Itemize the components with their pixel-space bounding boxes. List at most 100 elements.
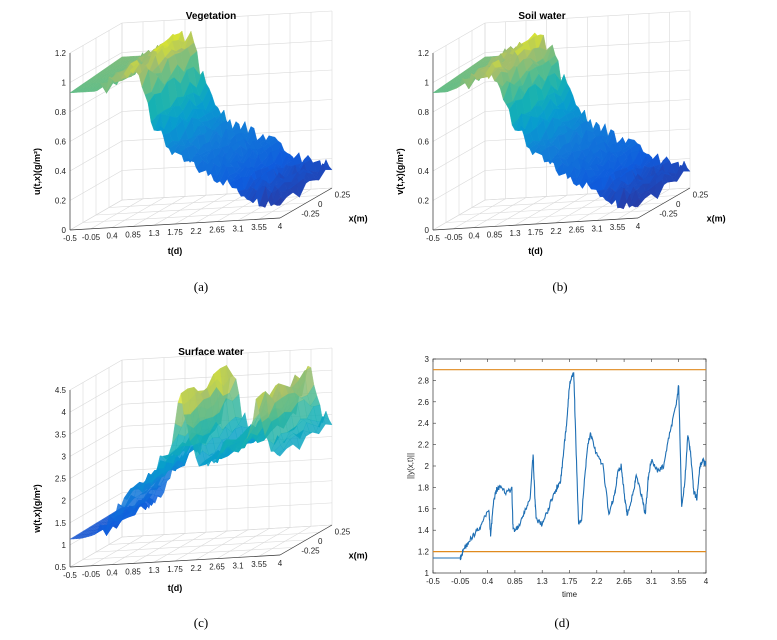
x-tick-label: -0.05 bbox=[451, 577, 470, 586]
z-tick-label: 0.4 bbox=[418, 167, 430, 176]
x-tick-label: 0 bbox=[676, 200, 681, 209]
y-tick-label: 1 bbox=[425, 569, 430, 578]
t-tick-label: 3.1 bbox=[232, 561, 244, 570]
t-tick-label: 0.4 bbox=[106, 569, 118, 578]
t-tick-label: -0.5 bbox=[426, 234, 440, 243]
y-tick-label: 1.8 bbox=[418, 483, 430, 492]
surface-facet bbox=[276, 197, 287, 206]
surface-facet bbox=[276, 448, 288, 457]
panel-caption: (a) bbox=[194, 279, 208, 294]
y-tick-label: 1.2 bbox=[418, 548, 430, 557]
z-tick-label: 0.2 bbox=[418, 197, 430, 206]
z-axis-label: v(t,x)(g/m²) bbox=[395, 148, 405, 195]
x-tick-label: -0.25 bbox=[301, 210, 320, 219]
surface-facet bbox=[634, 198, 645, 208]
x-tick-label: 2.65 bbox=[616, 577, 632, 586]
panel-d-norm-line-chart: 1 1.2 1.4 1.6 1.8 2 2.2 2.4 2.6 2.8 3 -0.5 -0.05 0.4 0… bbox=[406, 355, 709, 630]
x-axis-line bbox=[279, 187, 333, 219]
t-tick-label: -0.5 bbox=[63, 234, 77, 243]
z-tick-label: 3 bbox=[62, 452, 67, 461]
t-tick-label: 1.3 bbox=[509, 229, 521, 238]
x-tick-label: 0.25 bbox=[693, 190, 709, 199]
z-tick-label: 2.5 bbox=[55, 475, 67, 484]
t-tick-label: -0.05 bbox=[82, 233, 101, 242]
t-tick-label: 2.2 bbox=[190, 227, 202, 236]
x-tick-label: 3.55 bbox=[671, 577, 687, 586]
x-tick-label: 0.4 bbox=[482, 577, 494, 586]
t-tick-label: 0.4 bbox=[468, 232, 480, 241]
x-tick-label: 1.75 bbox=[562, 577, 578, 586]
t-tick-label: 3.55 bbox=[610, 223, 626, 232]
z-tick-label: 0.6 bbox=[418, 138, 430, 147]
y-tick-label: 1.4 bbox=[418, 526, 430, 535]
y-tick-label: 3 bbox=[425, 355, 430, 364]
x-axis-line bbox=[637, 187, 691, 219]
x-tick-label: 2.2 bbox=[591, 577, 603, 586]
x-tick-label: -0.5 bbox=[426, 577, 440, 586]
t-tick-label: 2.65 bbox=[209, 226, 225, 235]
z-tick-label: 0.8 bbox=[55, 108, 67, 117]
y-tick-label: 2 bbox=[425, 462, 430, 471]
series-line-norm bbox=[433, 372, 707, 561]
panel-title: Soil water bbox=[518, 11, 565, 22]
t-tick-label: 1.3 bbox=[148, 229, 160, 238]
z-tick-label: 1 bbox=[62, 79, 67, 88]
t-tick-label: -0.5 bbox=[63, 571, 77, 580]
t-tick-label: 2.65 bbox=[569, 226, 585, 235]
floor-gridline bbox=[445, 210, 652, 223]
t-axis-line bbox=[69, 554, 281, 568]
z-tick-label: 0.6 bbox=[55, 138, 67, 147]
t-tick-label: 3.1 bbox=[591, 224, 603, 233]
z-tick-label: 0.2 bbox=[55, 197, 67, 206]
x-tick-label: 0 bbox=[318, 537, 323, 546]
y-tick-label: 1.6 bbox=[418, 505, 430, 514]
x-tick-label: 3.1 bbox=[646, 577, 658, 586]
z-tick-label: 0 bbox=[425, 226, 430, 235]
t-tick-label: 4 bbox=[278, 222, 283, 231]
panel-caption: (c) bbox=[194, 615, 208, 630]
t-axis-line bbox=[432, 217, 639, 231]
t-axis-label: t(d) bbox=[168, 583, 183, 593]
panel-a-vegetation: 0 0.2 0.4 0.6 0.8 1 1.2 -0.5 -0.05 0.4 0.85 1.3 1.75… bbox=[32, 10, 368, 294]
x-axis-label: x(m) bbox=[349, 214, 368, 224]
z-tick-label: 1.5 bbox=[55, 519, 67, 528]
z-tick-label: 4.5 bbox=[55, 386, 67, 395]
x-tick-label: -0.25 bbox=[301, 547, 320, 556]
x-tick-label: 1.3 bbox=[537, 577, 549, 586]
z-tick-label: 1.2 bbox=[55, 49, 67, 58]
t-tick-label: -0.05 bbox=[82, 570, 101, 579]
t-axis-label: t(d) bbox=[528, 246, 543, 256]
floor-gridline bbox=[82, 210, 294, 223]
z-tick-label: 1 bbox=[62, 541, 67, 550]
y-tick-label: 2.2 bbox=[418, 441, 430, 450]
t-tick-label: 0.85 bbox=[487, 230, 503, 239]
t-axis-line bbox=[69, 217, 281, 231]
z-axis-label: w(t,x)(g/m²) bbox=[32, 484, 42, 534]
t-tick-label: 2.2 bbox=[190, 564, 202, 573]
z-tick-label: 0.8 bbox=[418, 108, 430, 117]
floor-gridline bbox=[82, 547, 294, 560]
floor-gridline bbox=[108, 532, 320, 545]
z-tick-label: 2 bbox=[62, 497, 67, 506]
x-tick-label: 0.85 bbox=[507, 577, 523, 586]
panel-c-surface-water: 0.5 1 1.5 2 2.5 3 3.5 4 4.5 -0.5 -0.05 0.4 0.85 1.3 1.… bbox=[32, 347, 368, 630]
z-tick-label: 0 bbox=[62, 226, 67, 235]
t-tick-label: 1.75 bbox=[528, 228, 544, 237]
floor-gridline bbox=[95, 202, 307, 216]
t-tick-label: 2.65 bbox=[209, 563, 225, 572]
z-axis-label: u(t,x)(g/m²) bbox=[32, 148, 42, 195]
z-tick-label: 0.5 bbox=[55, 563, 67, 572]
x-tick-label: 4 bbox=[704, 577, 709, 586]
panel-caption: (d) bbox=[554, 615, 569, 630]
z-tick-label: 0.4 bbox=[55, 167, 67, 176]
t-tick-label: 1.75 bbox=[167, 565, 183, 574]
t-tick-label: 4 bbox=[278, 559, 283, 568]
t-axis-label: t(d) bbox=[168, 246, 183, 256]
t-tick-label: -0.05 bbox=[444, 233, 463, 242]
panel-title: Surface water bbox=[178, 347, 244, 358]
panel-b-soil-water: 0 0.2 0.4 0.6 0.8 1 1.2 -0.5 -0.05 0.4 0.85 1.3 1.75… bbox=[395, 10, 726, 294]
panel-caption: (b) bbox=[552, 279, 567, 294]
y-tick-label: 2.6 bbox=[418, 398, 430, 407]
panel-title: Vegetation bbox=[186, 11, 237, 22]
